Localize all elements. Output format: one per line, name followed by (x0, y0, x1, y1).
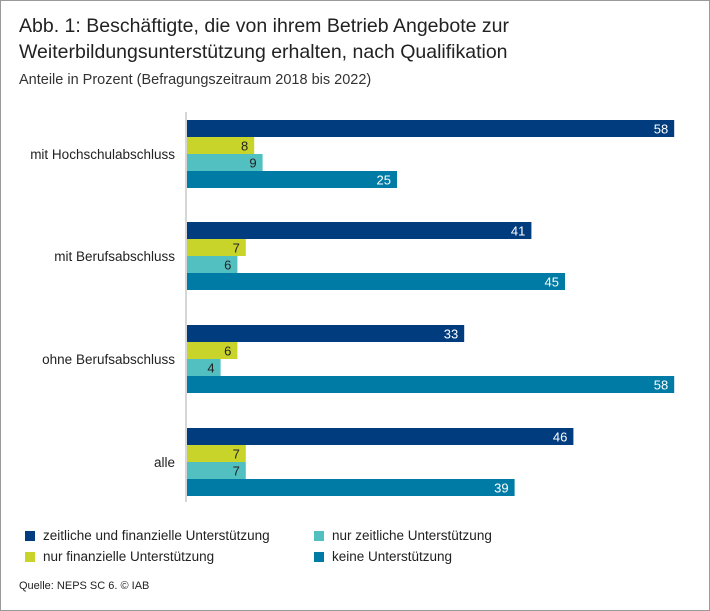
bar-1-3 (187, 273, 565, 290)
chart-title-line-2: Weiterbildungsunterstützung erhalten, na… (19, 41, 508, 63)
bar-0-3 (187, 171, 397, 188)
data-label-3-0: 46 (553, 430, 567, 445)
chart-title: Abb. 1: Beschäftigte, die von ihrem Betr… (19, 13, 509, 65)
category-label-hochschulabschluss: mit Hochschulabschluss (30, 147, 175, 162)
bar-1-0 (187, 222, 532, 239)
bar-3-3 (187, 479, 515, 496)
bar-3-0 (187, 428, 574, 445)
legend-swatch (25, 551, 35, 562)
data-label-2-2: 4 (207, 361, 214, 376)
data-label-3-3: 39 (494, 481, 508, 496)
bar-1-1 (187, 239, 246, 256)
bar-0-0 (187, 120, 675, 137)
data-label-1-2: 6 (224, 258, 231, 273)
legend-item-nur-zeitlich: nur zeitliche Unterstützung (314, 528, 492, 543)
legend-label: zeitliche und finanzielle Unterstützung (43, 528, 270, 543)
bar-3-1 (187, 445, 246, 462)
bar-2-0 (187, 325, 465, 342)
legend-swatch (314, 551, 324, 562)
data-label-1-0: 41 (511, 224, 525, 239)
data-label-1-3: 45 (545, 275, 559, 290)
source-note: Quelle: NEPS SC 6. © IAB (19, 580, 150, 592)
legend-swatch (25, 530, 35, 541)
bar-3-2 (187, 462, 246, 479)
data-label-0-3: 25 (377, 173, 391, 188)
bar-0-1 (187, 137, 255, 154)
legend-label: nur finanzielle Unterstützung (43, 549, 215, 564)
category-label-ohne-berufsabschluss: ohne Berufsabschluss (42, 352, 175, 367)
legend-label: keine Unterstützung (332, 549, 453, 564)
data-label-3-2: 7 (233, 464, 240, 479)
data-label-3-1: 7 (233, 447, 240, 462)
bar-0-2 (187, 154, 263, 171)
bar-2-2 (187, 359, 221, 376)
chart-title-line-1: Abb. 1: Beschäftigte, die von ihrem Betr… (19, 15, 509, 37)
data-label-2-0: 33 (444, 327, 458, 342)
data-label-2-1: 6 (224, 344, 231, 359)
legend-item-keine: keine Unterstützung (314, 549, 452, 564)
legend-item-nur-finanziell: nur finanzielle Unterstützung (25, 549, 214, 564)
legend-swatch (314, 530, 324, 541)
bar-2-1 (187, 342, 238, 359)
data-label-0-1: 8 (241, 139, 248, 154)
legend-item-zeitlich-finanziell: zeitliche und finanzielle Unterstützung (25, 528, 270, 543)
data-label-0-0: 58 (654, 122, 668, 137)
data-label-0-2: 9 (249, 156, 256, 171)
legend-label: nur zeitliche Unterstützung (332, 528, 492, 543)
chart-subtitle: Anteile in Prozent (Befragungszeitraum 2… (19, 72, 372, 88)
data-label-1-1: 7 (233, 241, 240, 256)
category-label-alle: alle (153, 455, 175, 470)
bar-2-3 (187, 376, 675, 393)
bar-1-2 (187, 256, 238, 273)
data-label-2-3: 58 (654, 378, 668, 393)
category-label-berufsabschluss: mit Berufsabschluss (54, 249, 175, 264)
